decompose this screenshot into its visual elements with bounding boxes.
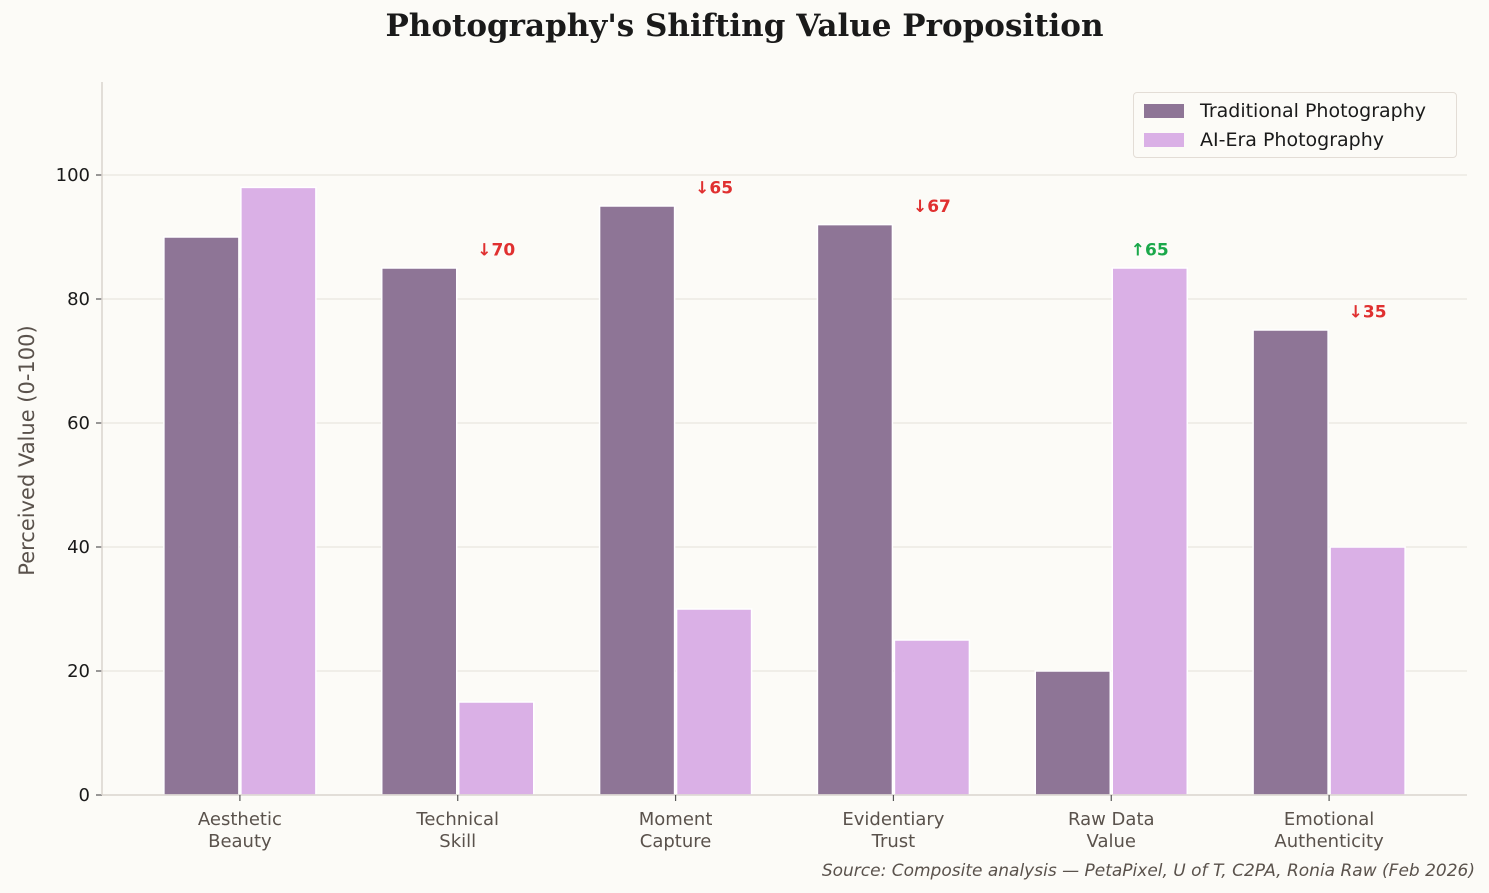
change-annotation: ↓70 xyxy=(477,240,515,260)
bar-traditional xyxy=(1252,329,1329,796)
x-tick-label: Evidentiary Trust xyxy=(842,809,944,852)
bar-traditional xyxy=(816,223,894,796)
y-tick-label: 60 xyxy=(67,413,90,434)
y-tick-label: 40 xyxy=(67,537,90,558)
x-tick-label: Aesthetic Beauty xyxy=(198,809,282,852)
x-tick-label: Technical Skill xyxy=(415,809,499,852)
bar-ai-era xyxy=(893,639,971,796)
legend: Traditional Photography AI-Era Photograp… xyxy=(1133,92,1457,158)
bar-traditional xyxy=(598,205,676,796)
y-tick-label: 0 xyxy=(79,785,90,806)
y-tick-label: 20 xyxy=(67,661,90,682)
legend-label: AI-Era Photography xyxy=(1200,129,1385,151)
legend-swatch-traditional xyxy=(1144,104,1184,118)
bar-ai-era xyxy=(1329,546,1406,796)
bar-traditional xyxy=(1034,670,1112,796)
x-tick-label: Moment Capture xyxy=(639,809,713,852)
legend-label: Traditional Photography xyxy=(1200,100,1427,122)
change-annotation: ↓67 xyxy=(913,197,951,217)
bar-ai-era xyxy=(240,186,317,796)
y-tick-label: 100 xyxy=(56,165,90,186)
chart-title: Photography's Shifting Value Proposition xyxy=(385,8,1104,44)
bar-traditional xyxy=(163,236,240,796)
bar-ai-era xyxy=(675,608,753,796)
bar-traditional xyxy=(380,267,458,796)
x-tick-label: Raw Data Value xyxy=(1068,809,1155,852)
bar-ai-era xyxy=(1111,267,1189,796)
y-tick-label: 80 xyxy=(67,289,90,310)
change-annotation: ↑65 xyxy=(1131,240,1169,260)
bar-ai-era xyxy=(457,701,535,796)
x-tick-label: Emotional Authenticity xyxy=(1274,809,1384,852)
legend-item-traditional: Traditional Photography xyxy=(1134,97,1426,125)
source-note: Source: Composite analysis — PetaPixel, … xyxy=(821,861,1475,881)
y-axis-label: Perceived Value (0-100) xyxy=(15,325,39,575)
change-annotation: ↓35 xyxy=(1349,302,1387,322)
legend-item-ai-era: AI-Era Photography xyxy=(1134,126,1384,154)
change-annotation: ↓65 xyxy=(695,178,733,198)
legend-swatch-ai-era xyxy=(1144,133,1184,147)
